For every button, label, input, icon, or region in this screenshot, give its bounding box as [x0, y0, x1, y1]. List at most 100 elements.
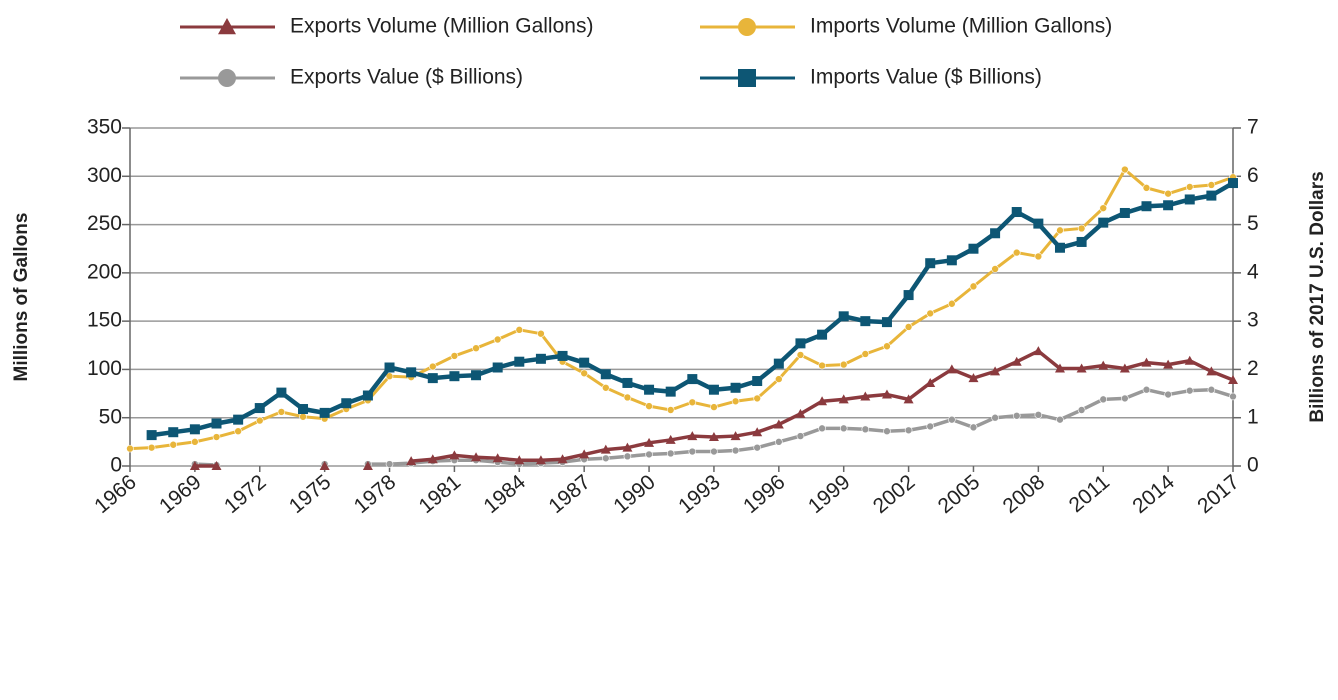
data-point: [428, 362, 437, 371]
data-point: [903, 394, 914, 404]
data-point: [904, 323, 913, 331]
y-tick-label: 50: [99, 405, 122, 428]
data-point: [255, 416, 264, 425]
data-point: [1207, 385, 1216, 394]
data-point: [860, 391, 871, 401]
data-point: [1033, 218, 1044, 229]
data-point: [926, 309, 935, 318]
data-point: [1142, 385, 1151, 394]
y2-tick-label: 1: [1247, 405, 1259, 428]
x-tick-label: 1984: [480, 470, 531, 518]
data-point: [1142, 184, 1151, 192]
data-point: [1228, 178, 1238, 189]
data-point: [254, 403, 265, 414]
data-point: [990, 228, 1001, 239]
data-point: [946, 364, 957, 374]
data-point: [1121, 165, 1129, 174]
legend-label: Exports Volume (Million Gallons): [290, 15, 593, 38]
data-point: [1098, 360, 1109, 370]
data-point: [449, 450, 460, 460]
data-point: [708, 432, 719, 442]
data-point: [1164, 390, 1172, 399]
y2-tick-label: 5: [1247, 212, 1259, 235]
data-point: [362, 461, 373, 470]
data-point: [687, 431, 698, 441]
data-point: [948, 415, 956, 424]
x-tick-label: 2002: [869, 470, 920, 518]
data-point: [1185, 183, 1194, 191]
data-point: [1206, 190, 1217, 201]
data-point: [969, 282, 978, 291]
data-point: [1228, 375, 1238, 385]
data-point: [319, 461, 330, 470]
y-tick-label: 200: [87, 260, 122, 283]
data-point: [471, 370, 482, 381]
y-tick-label: 0: [110, 454, 122, 477]
data-point: [277, 408, 286, 416]
x-tick-label: 1978: [350, 470, 401, 518]
data-point: [1099, 395, 1108, 404]
data-point: [775, 375, 783, 383]
data-point: [406, 367, 417, 378]
data-point: [1141, 201, 1152, 212]
data-point: [818, 424, 826, 433]
data-point: [189, 461, 200, 470]
data-point: [708, 384, 719, 395]
x-tick-label: 1999: [804, 470, 855, 518]
legend-label: Imports Value ($ Billions): [810, 66, 1042, 89]
data-point: [168, 427, 179, 438]
data-point: [537, 329, 545, 338]
data-point: [514, 356, 525, 367]
legend-marker: [738, 69, 756, 87]
data-point: [234, 427, 242, 436]
data-point: [623, 393, 632, 402]
x-tick-label: 1987: [544, 470, 595, 518]
data-point: [1076, 236, 1087, 247]
data-point: [1034, 252, 1043, 261]
y2-tick-label: 0: [1247, 454, 1259, 477]
data-point: [1163, 359, 1174, 369]
data-point: [600, 444, 611, 454]
data-point: [1076, 363, 1087, 373]
data-point: [968, 243, 979, 254]
data-point: [1163, 200, 1174, 211]
data-point: [796, 351, 805, 359]
data-point: [731, 397, 740, 406]
data-point: [580, 369, 588, 378]
y-tick-label: 250: [87, 212, 122, 235]
data-point: [838, 311, 849, 322]
data-point: [666, 449, 675, 458]
data-point: [925, 377, 936, 387]
legend-marker: [738, 18, 756, 36]
y-tick-label: 100: [87, 357, 122, 380]
data-point: [839, 360, 848, 369]
data-point: [773, 419, 784, 429]
data-point: [600, 369, 611, 380]
data-point: [147, 443, 156, 452]
data-point: [514, 455, 525, 465]
data-point: [1184, 194, 1195, 205]
x-tick-label: 2008: [999, 470, 1050, 518]
data-point: [1121, 394, 1129, 403]
data-point: [191, 438, 199, 446]
data-point: [385, 372, 394, 380]
data-point: [946, 255, 957, 266]
x-tick-label: 2011: [1065, 470, 1114, 517]
data-point: [602, 383, 610, 392]
data-point: [298, 404, 309, 415]
data-point: [903, 290, 914, 301]
data-point: [622, 442, 633, 452]
data-point: [1077, 224, 1086, 233]
x-tick-label: 1972: [220, 470, 271, 518]
data-point: [406, 456, 417, 466]
data-point: [471, 452, 482, 462]
data-point: [579, 357, 590, 368]
legend-marker: [218, 69, 236, 87]
data-point: [169, 440, 178, 449]
y-axis-title: Millions of Gallons: [11, 213, 32, 382]
data-point: [881, 317, 892, 328]
data-point: [730, 431, 741, 441]
data-point: [753, 394, 761, 403]
data-point: [276, 387, 287, 398]
data-point: [427, 373, 438, 384]
